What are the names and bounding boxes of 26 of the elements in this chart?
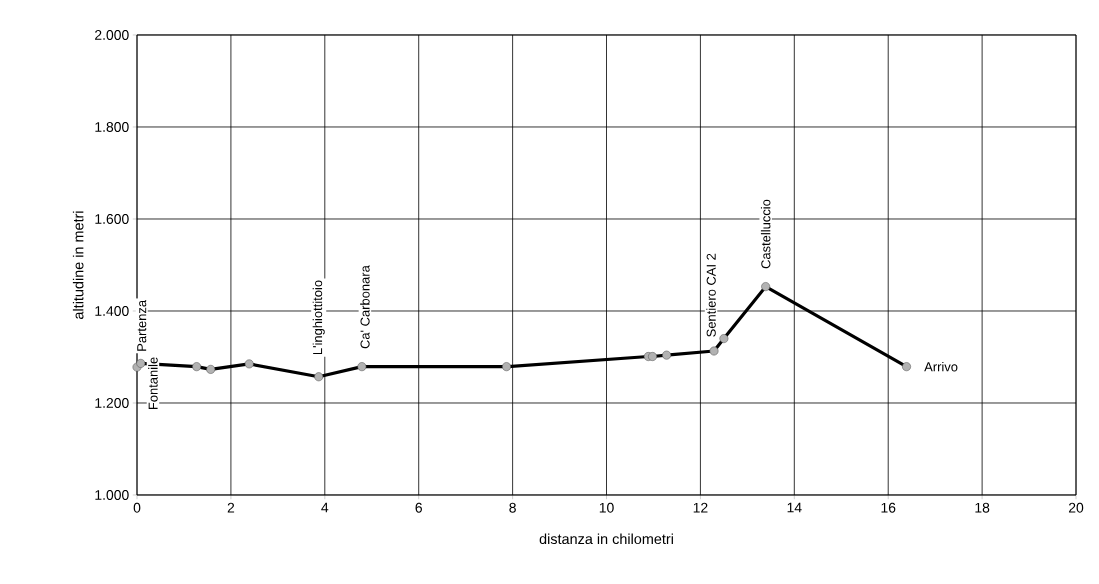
- x-tick-label: 18: [975, 502, 990, 513]
- x-tick-label: 0: [133, 502, 141, 513]
- y-tick-label: 1.200: [95, 398, 129, 408]
- annotation: Partenza: [137, 299, 147, 351]
- y-tick-label: 1.600: [95, 214, 129, 224]
- annotation: Ca' Carbonara: [360, 265, 370, 349]
- y-axis-title: altitudine in metri: [72, 211, 84, 319]
- x-tick-label: 20: [1068, 502, 1084, 513]
- annotation: Castelluccio: [760, 199, 771, 269]
- y-tick-label: 2.000: [95, 30, 129, 40]
- x-tick-label: 12: [693, 502, 708, 513]
- y-tick-label: 1.000: [95, 490, 129, 500]
- x-tick-label: 14: [787, 502, 802, 513]
- annotation: Fontanile: [148, 357, 158, 410]
- y-tick-label: 1.800: [95, 122, 129, 132]
- annotation: L'inghiottitoio: [312, 280, 325, 355]
- annotation: Sentiero CAI 2: [706, 253, 716, 337]
- x-tick-label: 16: [881, 502, 896, 513]
- annotation: Arrivo: [924, 361, 958, 372]
- x-tick-label: 10: [599, 502, 614, 513]
- x-tick-label: 6: [415, 502, 422, 513]
- x-tick-label: 8: [509, 502, 516, 513]
- x-axis-title: distanza in chilometri: [539, 533, 673, 545]
- y-tick-label: 1.400: [95, 306, 129, 316]
- x-tick-label: 4: [321, 502, 329, 513]
- x-tick-label: 2: [227, 502, 235, 513]
